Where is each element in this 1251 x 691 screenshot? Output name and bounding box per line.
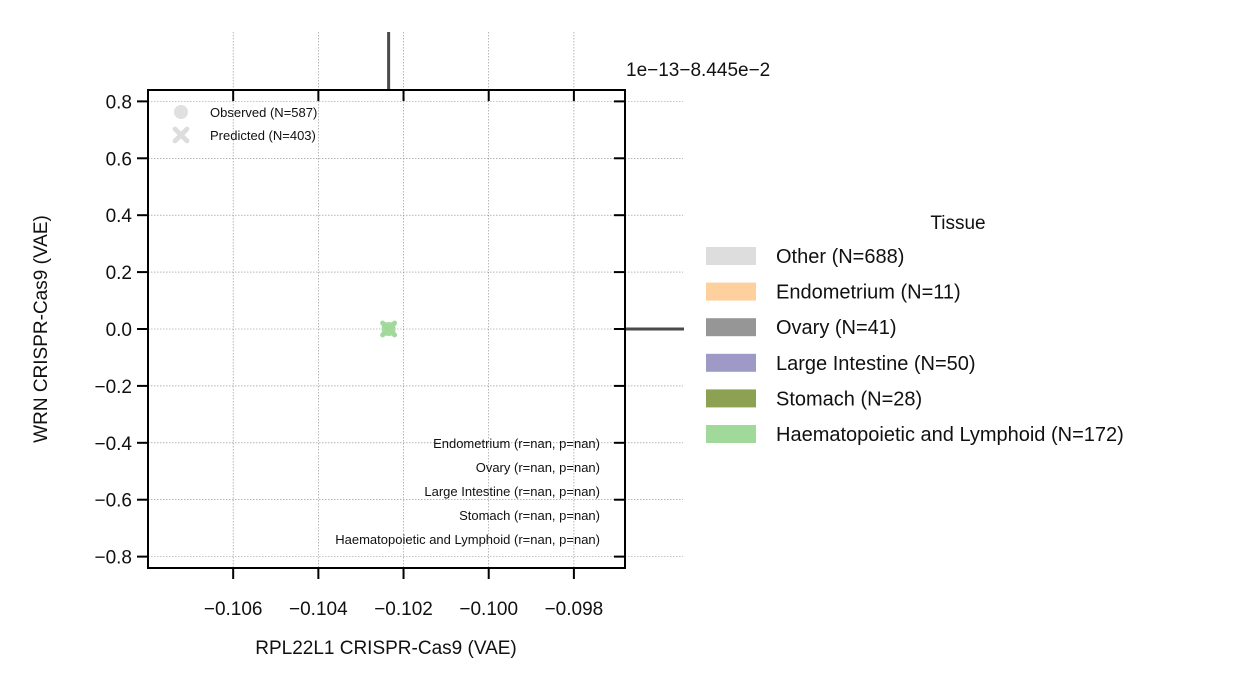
tissue-legend-swatch	[706, 247, 756, 265]
tissue-legend-swatch	[706, 353, 756, 372]
tissue-legend-label: Ovary (N=41)	[776, 317, 897, 339]
correlation-label: Ovary (r=nan, p=nan)	[476, 460, 600, 475]
x-tick-label: −0.102	[374, 599, 433, 620]
y-tick-label: 0.2	[106, 263, 132, 284]
marker-legend-label: Observed (N=587)	[210, 105, 317, 120]
predicted-legend-marker	[172, 126, 190, 144]
predicted-point	[380, 320, 398, 338]
tissue-legend-swatch	[706, 425, 756, 443]
x-axis: −0.106 −0.104 −0.102 −0.100 −0.098	[204, 90, 603, 620]
x-tick-label: −0.106	[204, 599, 263, 620]
y-axis-label: WRN CRISPR-Cas9 (VAE)	[31, 215, 52, 443]
tissue-legend: Tissue Other (N=688) Endometrium (N=11) Ov…	[706, 213, 1124, 446]
x-tick-label: −0.104	[289, 599, 348, 620]
marker-legend: Observed (N=587) Predicted (N=403)	[172, 105, 317, 144]
y-tick-label: 0.0	[106, 320, 132, 341]
correlation-label: Endometrium (r=nan, p=nan)	[433, 436, 600, 451]
marginal-lines	[387, 32, 684, 331]
y-tick-label: 0.4	[106, 206, 133, 227]
correlation-annotations: Endometrium (r=nan, p=nan) Ovary (r=nan, …	[335, 436, 600, 547]
correlation-label: Haematopoietic and Lymphoid (r=nan, p=na…	[335, 532, 600, 547]
y-tick-label: 0.8	[106, 92, 132, 113]
tissue-legend-label: Haematopoietic and Lymphoid (N=172)	[776, 424, 1124, 446]
y-axis: 0.8 0.6 0.4 0.2 0.0 −0.2 −0.4 −0.6 −0.8	[94, 92, 625, 569]
y-tick-label: −0.8	[94, 548, 132, 569]
tissue-legend-label: Endometrium (N=11)	[776, 282, 961, 304]
tissue-legend-swatch	[706, 282, 756, 301]
y-tick-label: −0.6	[94, 491, 132, 512]
y-tick-label: −0.4	[94, 434, 132, 455]
x-tick-label: −0.100	[459, 599, 518, 620]
offset-text: 1e−13−8.445e−2	[626, 60, 770, 81]
tissue-legend-label: Other (N=688)	[776, 246, 904, 268]
tissue-legend-label: Stomach (N=28)	[776, 388, 922, 410]
grid-layer	[148, 32, 683, 568]
x-axis-label: RPL22L1 CRISPR-Cas9 (VAE)	[255, 638, 517, 659]
x-tick-label: −0.098	[545, 599, 604, 620]
correlation-label: Large Intestine (r=nan, p=nan)	[424, 484, 600, 499]
tissue-legend-swatch	[706, 389, 756, 408]
tissue-legend-title: Tissue	[930, 213, 985, 234]
y-tick-label: 0.6	[106, 149, 132, 170]
tissue-legend-swatch	[706, 318, 756, 337]
points-layer	[380, 320, 398, 338]
correlation-label: Stomach (r=nan, p=nan)	[459, 508, 600, 523]
marker-legend-label: Predicted (N=403)	[210, 128, 316, 143]
observed-legend-marker	[174, 105, 188, 119]
y-tick-label: −0.2	[94, 377, 132, 398]
tissue-legend-label: Large Intestine (N=50)	[776, 353, 976, 375]
